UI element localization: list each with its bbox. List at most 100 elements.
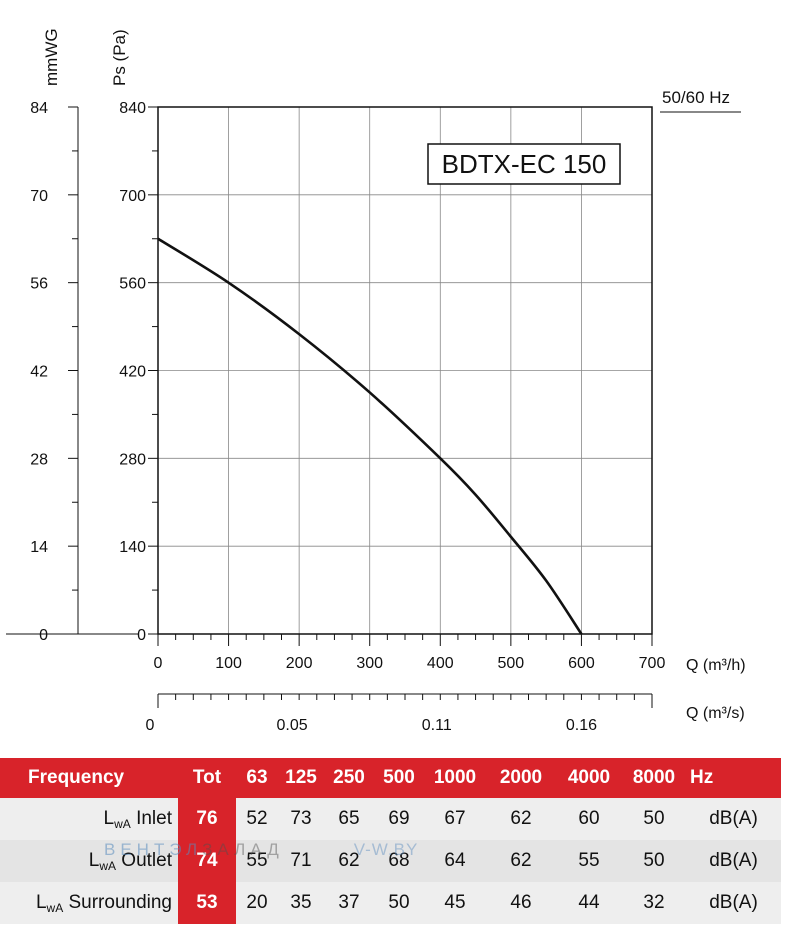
table-cell: 60: [556, 798, 622, 840]
table-cell: 67: [424, 798, 486, 840]
x-tick-label: 600: [568, 655, 595, 672]
row-label-sub: wA: [99, 858, 117, 873]
y-left-tick-label: 14: [30, 539, 48, 556]
table-cell: 37: [324, 882, 374, 924]
x-tick-label: 200: [286, 655, 313, 672]
header-1000: 1000: [424, 758, 486, 798]
table-cell: 44: [556, 882, 622, 924]
table-cell: 45: [424, 882, 486, 924]
series-lines: [157, 237, 583, 635]
header-500: 500: [374, 758, 424, 798]
header-hz: Hz: [686, 758, 781, 798]
row-label-inlet: LwA Inlet: [0, 798, 178, 840]
table-cell: 69: [374, 798, 424, 840]
header-8000: 8000: [622, 758, 686, 798]
x2-tick-label: 0: [146, 717, 155, 734]
y-tick-label: 0: [137, 627, 146, 644]
y-left-tick-label: 0: [39, 627, 48, 644]
x2-tick-label: 0.16: [566, 717, 597, 734]
table-cell: 55: [556, 840, 622, 882]
table-cell: 73: [278, 798, 324, 840]
table-cell: 64: [424, 840, 486, 882]
cell-tot: 76: [178, 798, 236, 840]
x-tick-label: 300: [356, 655, 383, 672]
table-cell-unit: dB(A): [686, 840, 781, 882]
grid-lines: [158, 107, 652, 634]
row-label-outlet: LwA Outlet: [0, 840, 178, 882]
row-label-name: Outlet: [116, 849, 172, 871]
x-tick-label: 500: [498, 655, 525, 672]
x2-axis: 0 0.05 0.11 0.16: [146, 693, 653, 734]
row-label-name: Inlet: [130, 807, 172, 829]
table-cell: 62: [324, 840, 374, 882]
y-tick-label: 140: [119, 539, 146, 556]
table-row-inlet: LwA Inlet 76 52 73 65 69 67 62 60 50 dB(…: [0, 798, 781, 840]
header-250: 250: [324, 758, 374, 798]
table-cell: 52: [236, 798, 278, 840]
row-label-sub: wA: [46, 900, 64, 915]
y-tick-label: 280: [119, 451, 146, 468]
table-row-outlet: LwA Outlet 74 55 71 62 68 64 62 55 50 dB…: [0, 840, 781, 882]
table-cell-unit: dB(A): [686, 882, 781, 924]
chart-title-box: [427, 143, 621, 185]
y-left-tick-labels: 0 14 28 42 56 70 84: [30, 100, 48, 644]
x-tick-label: 700: [639, 655, 666, 672]
table-cell: 35: [278, 882, 324, 924]
header-125: 125: [278, 758, 324, 798]
x-tick-label: 100: [215, 655, 242, 672]
table-cell: 32: [622, 882, 686, 924]
table-cell: 68: [374, 840, 424, 882]
y-left-axis-label: mmWG: [42, 28, 61, 86]
y-tick-label: 560: [119, 276, 146, 293]
table-header-row: Frequency Tot 63 125 250 500 1000 2000 4…: [0, 758, 781, 798]
fan-curve-chart: 0 140 280 420 560 700 840 0 14 28 42 56 70 84 0 100 20…: [6, 28, 746, 734]
header-2000: 2000: [486, 758, 556, 798]
table-cell: 46: [486, 882, 556, 924]
header-63: 63: [236, 758, 278, 798]
cell-tot: 53: [178, 882, 236, 924]
table-cell: 65: [324, 798, 374, 840]
row-label-l: L: [35, 891, 47, 913]
y-tick-label: 840: [119, 100, 146, 117]
x2-tick-label: 0.05: [277, 717, 308, 734]
x2-tick-label: 0.11: [422, 717, 452, 734]
table-cell: 50: [374, 882, 424, 924]
table-cell: 71: [278, 840, 324, 882]
y-tick-labels: 0 140 280 420 560 700 840: [119, 100, 146, 644]
frequency-note: 50/60 Hz: [662, 88, 730, 107]
cell-tot: 74: [178, 840, 236, 882]
x-tick-label: 400: [427, 655, 454, 672]
table-row-surrounding: LwA Surrounding 53 20 35 37 50 45 46 44 …: [0, 882, 781, 924]
x-tick-labels: 0 100 200 300 400 500 600 700: [154, 655, 666, 672]
y-tick-label: 700: [119, 188, 146, 205]
row-label-surrounding: LwA Surrounding: [0, 882, 178, 924]
table-cell: 20: [236, 882, 278, 924]
y-left-tick-label: 42: [30, 364, 48, 381]
header-frequency: Frequency: [0, 758, 178, 798]
table-cell: 50: [622, 840, 686, 882]
table-cell-unit: dB(A): [686, 798, 781, 840]
x-axis-label: Q (m³/h): [686, 657, 746, 674]
table-cell: 55: [236, 840, 278, 882]
y-axis-label: Ps (Pa): [110, 29, 129, 86]
y-left-tick-label: 84: [30, 100, 48, 117]
row-label-l: L: [88, 849, 100, 871]
x-tick-label: 0: [154, 655, 163, 672]
header-tot: Tot: [178, 758, 236, 798]
y-tick-label: 420: [119, 364, 146, 381]
x2-axis-label: Q (m³/s): [686, 705, 745, 722]
sound-power-table: Frequency Tot 63 125 250 500 1000 2000 4…: [0, 758, 781, 924]
series-line: [157, 237, 583, 635]
table-cell: 50: [622, 798, 686, 840]
table-cell: 62: [486, 840, 556, 882]
y-left-tick-label: 70: [30, 188, 48, 205]
row-label-sub: wA: [114, 816, 131, 831]
row-label-name: Surrounding: [63, 891, 172, 913]
y-axis-minor-ticks: [68, 106, 653, 646]
row-label-l: L: [103, 807, 115, 829]
chart-title: BDTX-EC 150: [442, 149, 607, 179]
table-cell: 62: [486, 798, 556, 840]
header-4000: 4000: [556, 758, 622, 798]
y-left-tick-label: 28: [30, 451, 48, 468]
y-left-tick-label: 56: [30, 276, 48, 293]
